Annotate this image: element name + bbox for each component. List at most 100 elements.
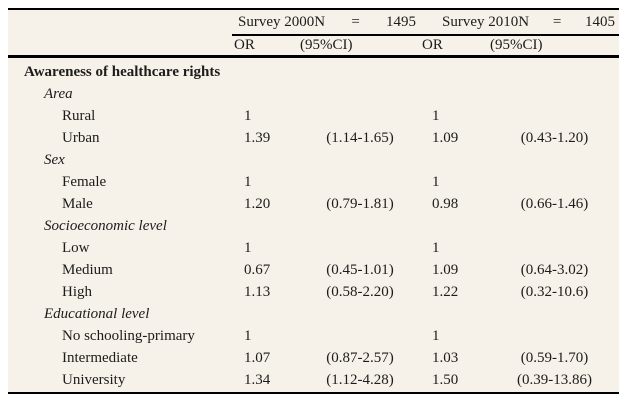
table-row: No schooling-primary 1 1 [8,326,619,348]
or-value-2010 [420,216,490,238]
ci-value-2000 [300,238,420,260]
or-value-2000: 1 [244,174,252,190]
empty-corner-cell [8,10,232,35]
or-value-2010: 1.22 [432,284,459,300]
or-value-2010: 1.50 [432,372,459,388]
row-label: Sex [44,152,65,168]
ci-value-2010 [490,304,619,326]
table-row: Female 1 1 [8,172,619,194]
table-row: Rural 1 1 [8,106,619,128]
survey-2010-n: 1405 [585,13,616,30]
ci-value-2000 [300,304,420,326]
or-value-2010: 1.03 [432,350,459,366]
or-value-2010 [420,84,490,106]
table-row: Socioeconomic level [8,216,619,238]
survey-2000-header: Survey 2000N = 1495 [232,10,421,36]
or-value-2000 [232,84,300,106]
ci-column-header-2010: (95%CI) [490,35,620,58]
or-value-2010: 1 [432,240,440,256]
row-label: Female [62,174,107,190]
or-value-2000: 1.20 [244,196,271,212]
row-label: Awareness of healthcare rights [24,64,221,80]
survey-2000-title: Survey 2000N [238,13,326,30]
row-label: Area [44,86,73,102]
table-row: Awareness of healthcare rights [8,56,619,84]
row-label: Male [62,196,93,212]
or-value-2000 [232,150,300,172]
or-value-2000: 0.67 [244,262,271,278]
table-row: Male 1.20 (0.79-1.81) 0.98 (0.66-1.46) [8,194,619,216]
table-row: Urban 1.39 (1.14-1.65) 1.09 (0.43-1.20) [8,128,619,150]
ci-value-2010: (0.32-10.6) [520,284,589,300]
ci-value-2000 [300,56,420,84]
table-row: Low 1 1 [8,238,619,260]
equals-sign: = [351,13,360,30]
or-value-2000: 1.34 [244,372,271,388]
or-value-2010: 1 [432,328,440,344]
ci-value-2000: (0.79-1.81) [326,196,394,212]
results-table-sheet: Survey 2000N = 1495 Survey 2010N = 1405 … [8,8,620,394]
ci-value-2010 [490,150,619,172]
or-value-2000: 1 [244,108,252,124]
or-value-2010: 1 [432,108,440,124]
row-label: Intermediate [62,350,138,366]
empty-label-header [8,35,232,58]
ci-value-2010 [490,84,619,106]
ci-value-2000 [300,84,420,106]
table-row: Area [8,84,619,106]
row-label: Medium [62,262,113,278]
table-row: Intermediate 1.07 (0.87-2.57) 1.03 (0.59… [8,348,619,370]
survey-2010-title: Survey 2010N [442,13,530,30]
table-row: High 1.13 (0.58-2.20) 1.22 (0.32-10.6) [8,282,619,304]
survey-2000-n: 1495 [386,13,417,30]
ci-value-2010: (0.43-1.20) [520,130,589,146]
ci-value-2010 [490,56,619,84]
or-value-2000: 1.39 [244,130,271,146]
or-value-2010: 1.09 [432,130,459,146]
row-label: Low [62,240,90,256]
row-label: University [62,372,126,388]
ci-value-2010: (0.64-3.02) [520,262,589,278]
ci-value-2000: (0.58-2.20) [326,284,394,300]
ci-value-2000: (1.12-4.28) [326,372,394,388]
or-value-2010 [420,304,490,326]
ci-value-2000 [300,150,420,172]
table-row: Educational level [8,304,619,326]
ci-value-2000: (0.45-1.01) [326,262,394,278]
or-value-2000: 1.07 [244,350,271,366]
row-label: No schooling-primary [62,328,195,344]
table-row: University 1.34 (1.12-4.28) 1.50 (0.39-1… [8,370,619,392]
ci-value-2000: (0.87-2.57) [326,350,394,366]
or-value-2000 [232,216,300,238]
ci-value-2010: (0.39-13.86) [517,372,593,388]
or-value-2000 [232,56,300,84]
ci-value-2010 [490,216,619,238]
column-header-row: OR (95%CI) OR (95%CI) [8,35,620,58]
or-column-header-2010: OR [420,35,491,58]
or-value-2010 [420,56,490,84]
or-value-2010: 1.09 [432,262,459,278]
table-row: Medium 0.67 (0.45-1.01) 1.09 (0.64-3.02) [8,260,619,282]
or-value-2010: 1 [432,174,440,190]
ci-value-2010: (0.66-1.46) [520,196,589,212]
ci-value-2000 [300,172,420,194]
ci-column-header-2000: (95%CI) [300,35,421,58]
odds-ratio-table: Survey 2000N = 1495 Survey 2010N = 1405 … [8,10,620,392]
ci-value-2000 [300,106,420,128]
row-label: Rural [62,108,96,124]
ci-value-2010 [490,326,619,348]
ci-value-2010 [490,238,619,260]
row-label: High [62,284,92,300]
row-label: Socioeconomic level [44,218,167,234]
equals-sign: = [552,13,562,30]
ci-value-2010 [490,172,619,194]
survey-2010-header: Survey 2010N = 1405 [420,10,620,36]
table-row: Sex [8,150,619,172]
ci-value-2000 [300,326,420,348]
or-value-2010 [420,150,490,172]
or-value-2000 [232,304,300,326]
survey-header-row: Survey 2000N = 1495 Survey 2010N = 1405 [8,10,620,36]
row-label: Educational level [44,306,150,322]
ci-value-2010: (0.59-1.70) [520,350,589,366]
or-value-2000: 1 [244,240,252,256]
